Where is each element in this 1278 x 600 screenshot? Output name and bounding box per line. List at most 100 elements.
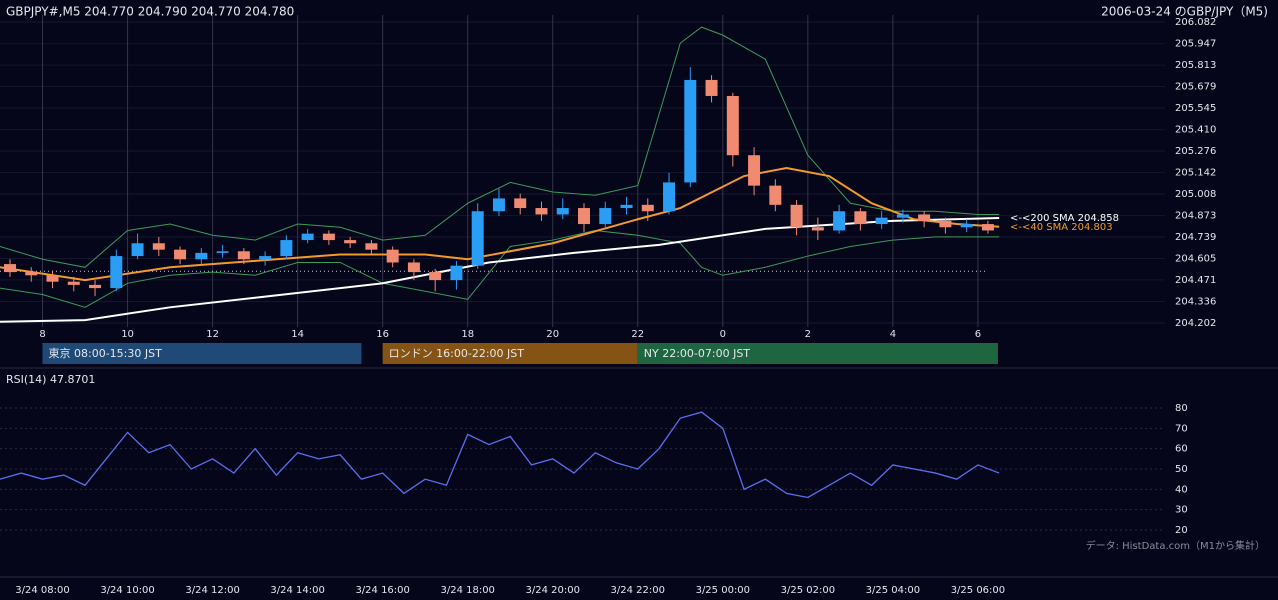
band-line — [0, 229, 1000, 308]
candle-body — [471, 211, 484, 266]
sma-line — [0, 216, 1000, 323]
x-tick-label: 12 — [206, 329, 219, 340]
candle-body — [726, 95, 739, 156]
y-tick-label: 205.142 — [1175, 168, 1216, 179]
y-tick-label: 204.873 — [1175, 211, 1216, 222]
y-tick-label: 205.679 — [1175, 82, 1216, 93]
candle-body — [174, 249, 187, 260]
x-tick-label: 3/25 04:00 — [866, 585, 920, 596]
candle-body — [854, 211, 867, 225]
candle-body — [386, 249, 399, 263]
x-tick-label: 3/24 18:00 — [440, 585, 494, 596]
candle-body — [748, 155, 761, 186]
candle-body — [492, 198, 505, 212]
candle-body — [811, 227, 824, 231]
candle-body — [896, 214, 909, 218]
candle-body — [599, 208, 612, 225]
candle-body — [322, 233, 335, 241]
y-tick-label: 70 — [1175, 423, 1188, 434]
x-tick-label: 22 — [631, 329, 644, 340]
session-bar — [637, 343, 998, 364]
x-tick-label: 3/24 14:00 — [270, 585, 324, 596]
y-tick-label: 204.605 — [1175, 253, 1216, 264]
band-line — [0, 26, 1000, 268]
y-tick-label: 205.545 — [1175, 103, 1216, 114]
candle-body — [237, 251, 250, 260]
candle-body — [790, 204, 803, 228]
y-tick-label: 205.410 — [1175, 125, 1216, 136]
candle-body — [259, 256, 272, 260]
x-tick-label: 3/24 16:00 — [355, 585, 409, 596]
x-tick-label: 10 — [121, 329, 134, 340]
candle-body — [450, 265, 463, 281]
candle-body — [4, 264, 16, 273]
candle-body — [344, 240, 357, 244]
y-tick-label: 80 — [1175, 403, 1188, 414]
x-tick-label: 3/25 02:00 — [781, 585, 835, 596]
session-label: ロンドン 16:00-22:00 JST — [389, 347, 525, 360]
candle-body — [216, 251, 229, 253]
y-tick-label: 30 — [1175, 505, 1188, 516]
x-tick-label: 3/25 00:00 — [696, 585, 750, 596]
candle-body — [960, 224, 973, 228]
y-tick-label: 204.739 — [1175, 232, 1216, 243]
x-tick-label: 2 — [805, 329, 811, 340]
candle-body — [833, 211, 846, 231]
candle-body — [577, 208, 590, 225]
candle-body — [46, 275, 59, 282]
candle-body — [514, 198, 527, 209]
candle-body — [131, 243, 144, 257]
candle-body — [620, 204, 633, 209]
x-tick-label: 8 — [39, 329, 45, 340]
y-tick-label: 206.082 — [1175, 17, 1216, 28]
y-tick-label: 204.202 — [1175, 318, 1216, 329]
y-tick-label: 205.276 — [1175, 146, 1216, 157]
x-tick-label: 4 — [890, 329, 896, 340]
y-tick-label: 60 — [1175, 444, 1188, 455]
y-tick-label: 204.471 — [1175, 275, 1216, 286]
x-tick-label: 14 — [291, 329, 304, 340]
x-tick-label: 16 — [376, 329, 389, 340]
candle-body — [663, 182, 676, 212]
x-tick-label: 3/24 08:00 — [15, 585, 69, 596]
candle-body — [280, 240, 293, 257]
candle-body — [110, 256, 123, 289]
candle-body — [981, 224, 994, 231]
chart-title: GBPJPY#,M5 204.770 204.790 204.770 204.7… — [6, 5, 294, 19]
session-label: 東京 08:00-15:30 JST — [49, 346, 163, 360]
x-tick-label: 3/24 10:00 — [100, 585, 154, 596]
y-tick-label: 40 — [1175, 484, 1188, 495]
y-tick-label: 50 — [1175, 464, 1188, 475]
candle-body — [556, 208, 569, 215]
x-tick-label: 3/24 22:00 — [611, 585, 665, 596]
sma-line — [0, 166, 1000, 282]
candle-body — [195, 252, 208, 260]
sma-label: <-<40 SMA 204.803 — [1010, 222, 1113, 233]
candle-body — [684, 79, 697, 183]
chart-subtitle: 2006-03-24 のGBP/JPY（M5) — [1101, 5, 1268, 19]
x-tick-label: 20 — [546, 329, 559, 340]
candle-body — [407, 262, 420, 273]
y-tick-label: 205.947 — [1175, 39, 1216, 50]
source-note: データ: HistData.com（M1から集計） — [1086, 539, 1265, 552]
candle-body — [769, 185, 782, 205]
rsi-title: RSI(14) 47.8701 — [6, 373, 95, 386]
session-bar — [42, 343, 362, 364]
y-tick-label: 205.813 — [1175, 60, 1216, 71]
candle-body — [918, 214, 931, 221]
y-tick-label: 204.336 — [1175, 297, 1216, 308]
candle-body — [152, 243, 165, 250]
candle-body — [89, 284, 102, 289]
candle-body — [535, 208, 548, 215]
candle-body — [939, 220, 952, 228]
session-label: NY 22:00-07:00 JST — [644, 347, 751, 360]
rsi-line — [0, 411, 1000, 499]
x-tick-label: 0 — [720, 329, 726, 340]
y-tick-label: 20 — [1175, 525, 1188, 536]
x-tick-label: 3/24 20:00 — [526, 585, 580, 596]
x-tick-label: 6 — [975, 329, 981, 340]
candle-body — [875, 217, 888, 225]
candle-body — [25, 272, 38, 276]
candle-body — [705, 79, 718, 96]
